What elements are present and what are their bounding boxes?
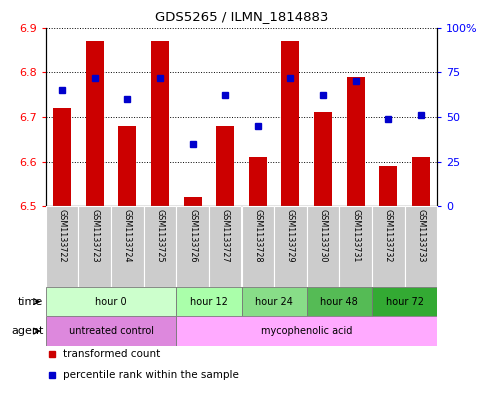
Text: GSM1133732: GSM1133732 — [384, 209, 393, 262]
Text: time: time — [18, 297, 43, 307]
Text: GSM1133728: GSM1133728 — [253, 209, 262, 262]
Bar — [118, 126, 136, 206]
Text: mycophenolic acid: mycophenolic acid — [261, 326, 353, 336]
Text: hour 24: hour 24 — [255, 297, 293, 307]
Bar — [242, 206, 274, 287]
Bar — [151, 41, 169, 206]
Bar — [339, 206, 372, 287]
Bar — [347, 77, 365, 206]
Bar — [242, 287, 307, 316]
Text: transformed count: transformed count — [63, 349, 161, 360]
Text: GDS5265 / ILMN_1814883: GDS5265 / ILMN_1814883 — [155, 10, 328, 23]
Bar — [412, 157, 430, 206]
Text: percentile rank within the sample: percentile rank within the sample — [63, 370, 240, 380]
Text: GSM1133723: GSM1133723 — [90, 209, 99, 262]
Bar — [282, 41, 299, 206]
Bar — [46, 206, 78, 287]
Text: GSM1133729: GSM1133729 — [286, 209, 295, 263]
Text: hour 12: hour 12 — [190, 297, 228, 307]
Bar — [176, 206, 209, 287]
Text: untreated control: untreated control — [69, 326, 154, 336]
Bar — [372, 206, 405, 287]
Bar — [78, 206, 111, 287]
Text: GSM1133730: GSM1133730 — [318, 209, 327, 262]
Bar — [405, 206, 437, 287]
Bar — [86, 41, 104, 206]
Bar — [111, 206, 144, 287]
Bar — [307, 206, 339, 287]
Text: GSM1133726: GSM1133726 — [188, 209, 197, 262]
Bar — [372, 287, 437, 316]
Bar — [274, 206, 307, 287]
Bar — [379, 166, 397, 206]
Bar — [144, 206, 176, 287]
Bar — [176, 316, 437, 346]
Bar — [46, 287, 176, 316]
Bar — [184, 197, 201, 206]
Bar — [314, 112, 332, 206]
Bar — [176, 287, 242, 316]
Bar — [53, 108, 71, 206]
Bar — [307, 287, 372, 316]
Bar — [209, 206, 242, 287]
Bar — [46, 316, 176, 346]
Text: hour 72: hour 72 — [385, 297, 424, 307]
Text: GSM1133725: GSM1133725 — [156, 209, 165, 263]
Text: GSM1133724: GSM1133724 — [123, 209, 132, 262]
Text: GSM1133731: GSM1133731 — [351, 209, 360, 262]
Text: GSM1133727: GSM1133727 — [221, 209, 230, 263]
Text: hour 48: hour 48 — [320, 297, 358, 307]
Text: GSM1133733: GSM1133733 — [416, 209, 426, 262]
Bar — [216, 126, 234, 206]
Text: GSM1133722: GSM1133722 — [57, 209, 67, 263]
Bar — [249, 157, 267, 206]
Text: hour 0: hour 0 — [95, 297, 127, 307]
Text: agent: agent — [11, 326, 43, 336]
